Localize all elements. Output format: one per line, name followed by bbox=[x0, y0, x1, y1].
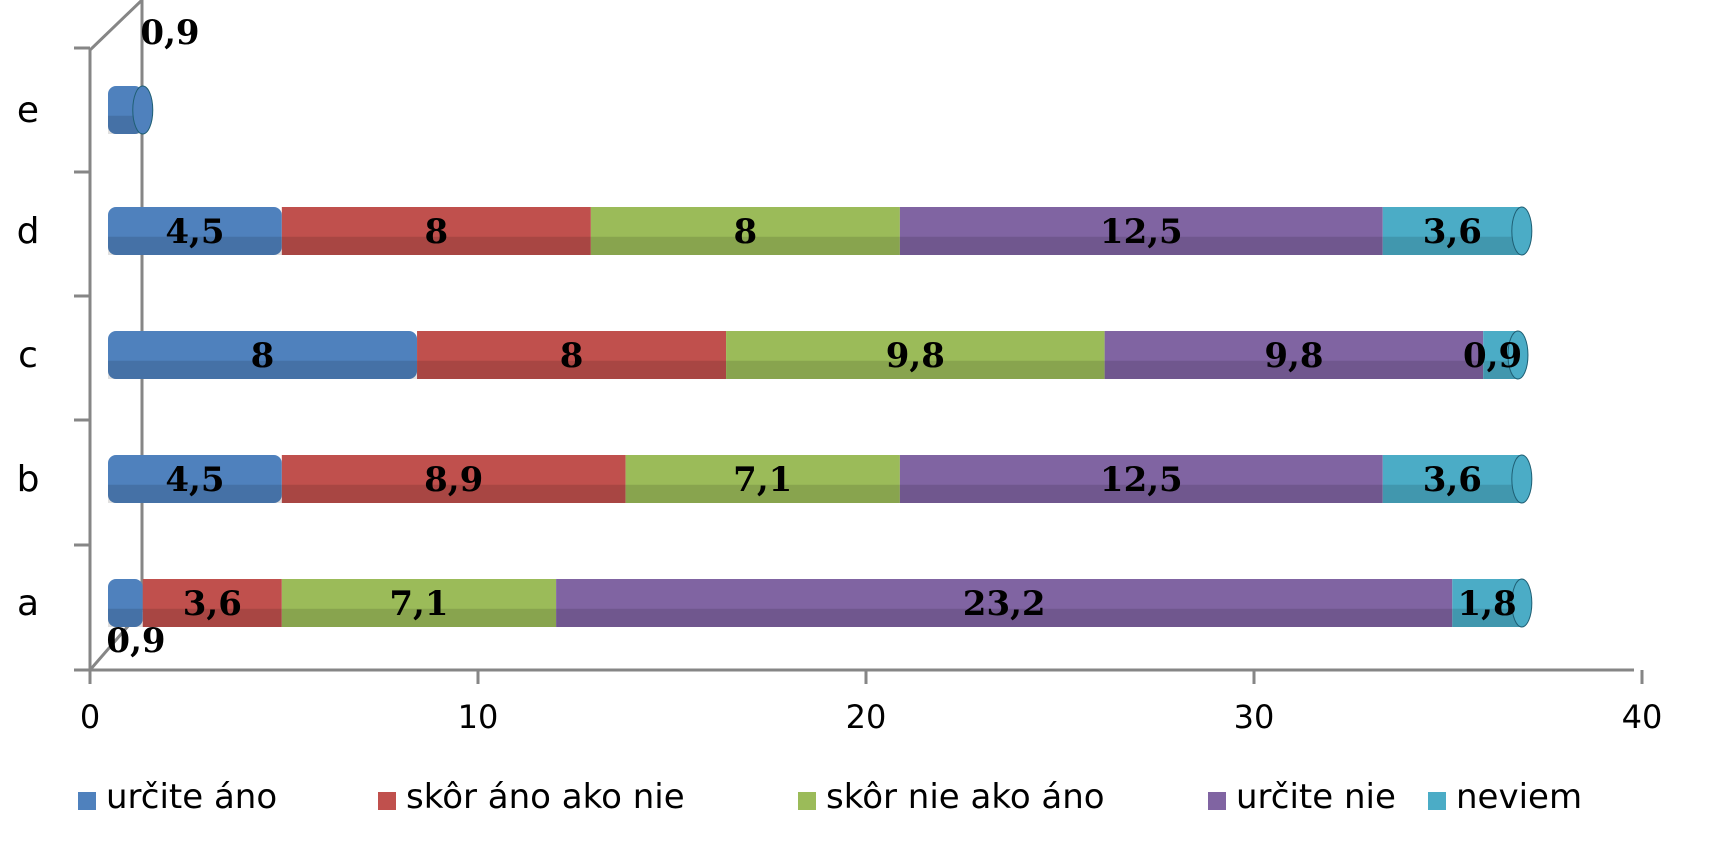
data-label: 4,5 bbox=[165, 212, 224, 252]
wall-outline bbox=[88, 0, 144, 670]
bar-shade bbox=[417, 360, 727, 379]
data-label: 1,8 bbox=[1457, 584, 1516, 624]
x-tick-label: 10 bbox=[458, 698, 499, 736]
bar-segment bbox=[726, 331, 1105, 379]
x-tick-label: 30 bbox=[1234, 698, 1275, 736]
bar-segment bbox=[556, 579, 1453, 627]
legend: určite áno skôr áno ako nie skôr nie ako á… bbox=[78, 777, 1582, 817]
bar-shade bbox=[590, 236, 900, 255]
bar-shade bbox=[1104, 360, 1484, 379]
bar-shade bbox=[281, 236, 591, 255]
category-label: a bbox=[17, 583, 39, 624]
bar-segment bbox=[108, 579, 143, 627]
x-tick-label: 0 bbox=[80, 698, 100, 736]
bar-end-cap bbox=[1511, 578, 1533, 628]
legend-swatch bbox=[1428, 792, 1446, 810]
bar-segment bbox=[899, 207, 1383, 255]
data-labels: 0,9 3,6 7,1 23,2 1,8 4,5 8,9 7,1 12,5 3,6 8 8 9,8 9,8… bbox=[106, 13, 1522, 661]
category-label: b bbox=[17, 459, 40, 500]
bar-segment bbox=[281, 207, 591, 255]
bar-shade bbox=[625, 484, 900, 503]
bar-segment bbox=[899, 455, 1383, 503]
data-label: 8 bbox=[251, 336, 275, 376]
bar-segment bbox=[108, 207, 282, 255]
bar-segment bbox=[108, 455, 282, 503]
bar-shade bbox=[108, 608, 143, 627]
bar-segment bbox=[108, 331, 418, 379]
x-tick-label: 40 bbox=[1622, 698, 1663, 736]
legend-label: určite áno bbox=[106, 777, 277, 817]
legend-label: skôr áno ako nie bbox=[406, 777, 685, 817]
data-label: 8 bbox=[560, 336, 584, 376]
data-label: 12,5 bbox=[1100, 212, 1183, 252]
legend-label: určite nie bbox=[1236, 777, 1396, 817]
category-label: d bbox=[17, 211, 40, 252]
data-label: 3,6 bbox=[1423, 212, 1482, 252]
category-label: c bbox=[18, 335, 38, 376]
bar-shade bbox=[726, 360, 1105, 379]
bar-segment bbox=[142, 579, 282, 627]
bar-shade bbox=[556, 608, 1453, 627]
legend-swatch bbox=[1208, 792, 1226, 810]
data-label: 4,5 bbox=[165, 460, 224, 500]
legend-label: neviem bbox=[1456, 777, 1582, 817]
bar-end-cap bbox=[1507, 330, 1529, 380]
category-label: e bbox=[17, 90, 39, 131]
data-label: 9,8 bbox=[1264, 336, 1323, 376]
data-label: 8 bbox=[425, 212, 449, 252]
legend-swatch bbox=[798, 792, 816, 810]
bar-end-cap bbox=[132, 85, 154, 135]
data-label: 3,6 bbox=[183, 584, 242, 624]
bar-segment bbox=[417, 331, 727, 379]
data-label: 8,9 bbox=[424, 460, 483, 500]
data-label: 0,9 bbox=[106, 621, 165, 661]
bar-shade bbox=[281, 608, 557, 627]
data-label: 7,1 bbox=[389, 584, 448, 624]
bar-segment bbox=[590, 207, 900, 255]
bar-shade bbox=[108, 484, 282, 503]
data-label: 9,8 bbox=[886, 336, 945, 376]
data-label: 0,9 bbox=[1463, 336, 1522, 376]
bar-shade bbox=[899, 236, 1383, 255]
bar-end-cap bbox=[1511, 206, 1533, 256]
data-label: 7,1 bbox=[733, 460, 792, 500]
legend-label: skôr nie ako áno bbox=[826, 777, 1105, 817]
data-label: 0,9 bbox=[140, 13, 199, 53]
bar-shade bbox=[1382, 236, 1522, 255]
bar-segment bbox=[1104, 331, 1484, 379]
bar-shade bbox=[108, 236, 282, 255]
bar-segment bbox=[1382, 207, 1522, 255]
bar-segment bbox=[625, 455, 900, 503]
data-label: 23,2 bbox=[963, 584, 1046, 624]
data-label: 3,6 bbox=[1423, 460, 1482, 500]
axes: a b c d e 0 10 20 30 40 bbox=[17, 0, 1663, 736]
data-label: 8 bbox=[734, 212, 758, 252]
bar-shade bbox=[142, 608, 282, 627]
bar-shade bbox=[281, 484, 626, 503]
legend-swatch bbox=[378, 792, 396, 810]
bars bbox=[108, 85, 1533, 628]
x-tick-label: 20 bbox=[846, 698, 887, 736]
bar-end-cap bbox=[1511, 454, 1533, 504]
bar-segment bbox=[1452, 579, 1522, 627]
legend-swatch bbox=[78, 792, 96, 810]
bar-shade bbox=[108, 360, 418, 379]
bar-segment bbox=[1382, 455, 1522, 503]
data-label: 12,5 bbox=[1100, 460, 1183, 500]
bar-segment bbox=[281, 579, 557, 627]
bar-shade bbox=[899, 484, 1383, 503]
bar-shade bbox=[1382, 484, 1522, 503]
bar-segment bbox=[281, 455, 626, 503]
bar-shade bbox=[1452, 608, 1522, 627]
